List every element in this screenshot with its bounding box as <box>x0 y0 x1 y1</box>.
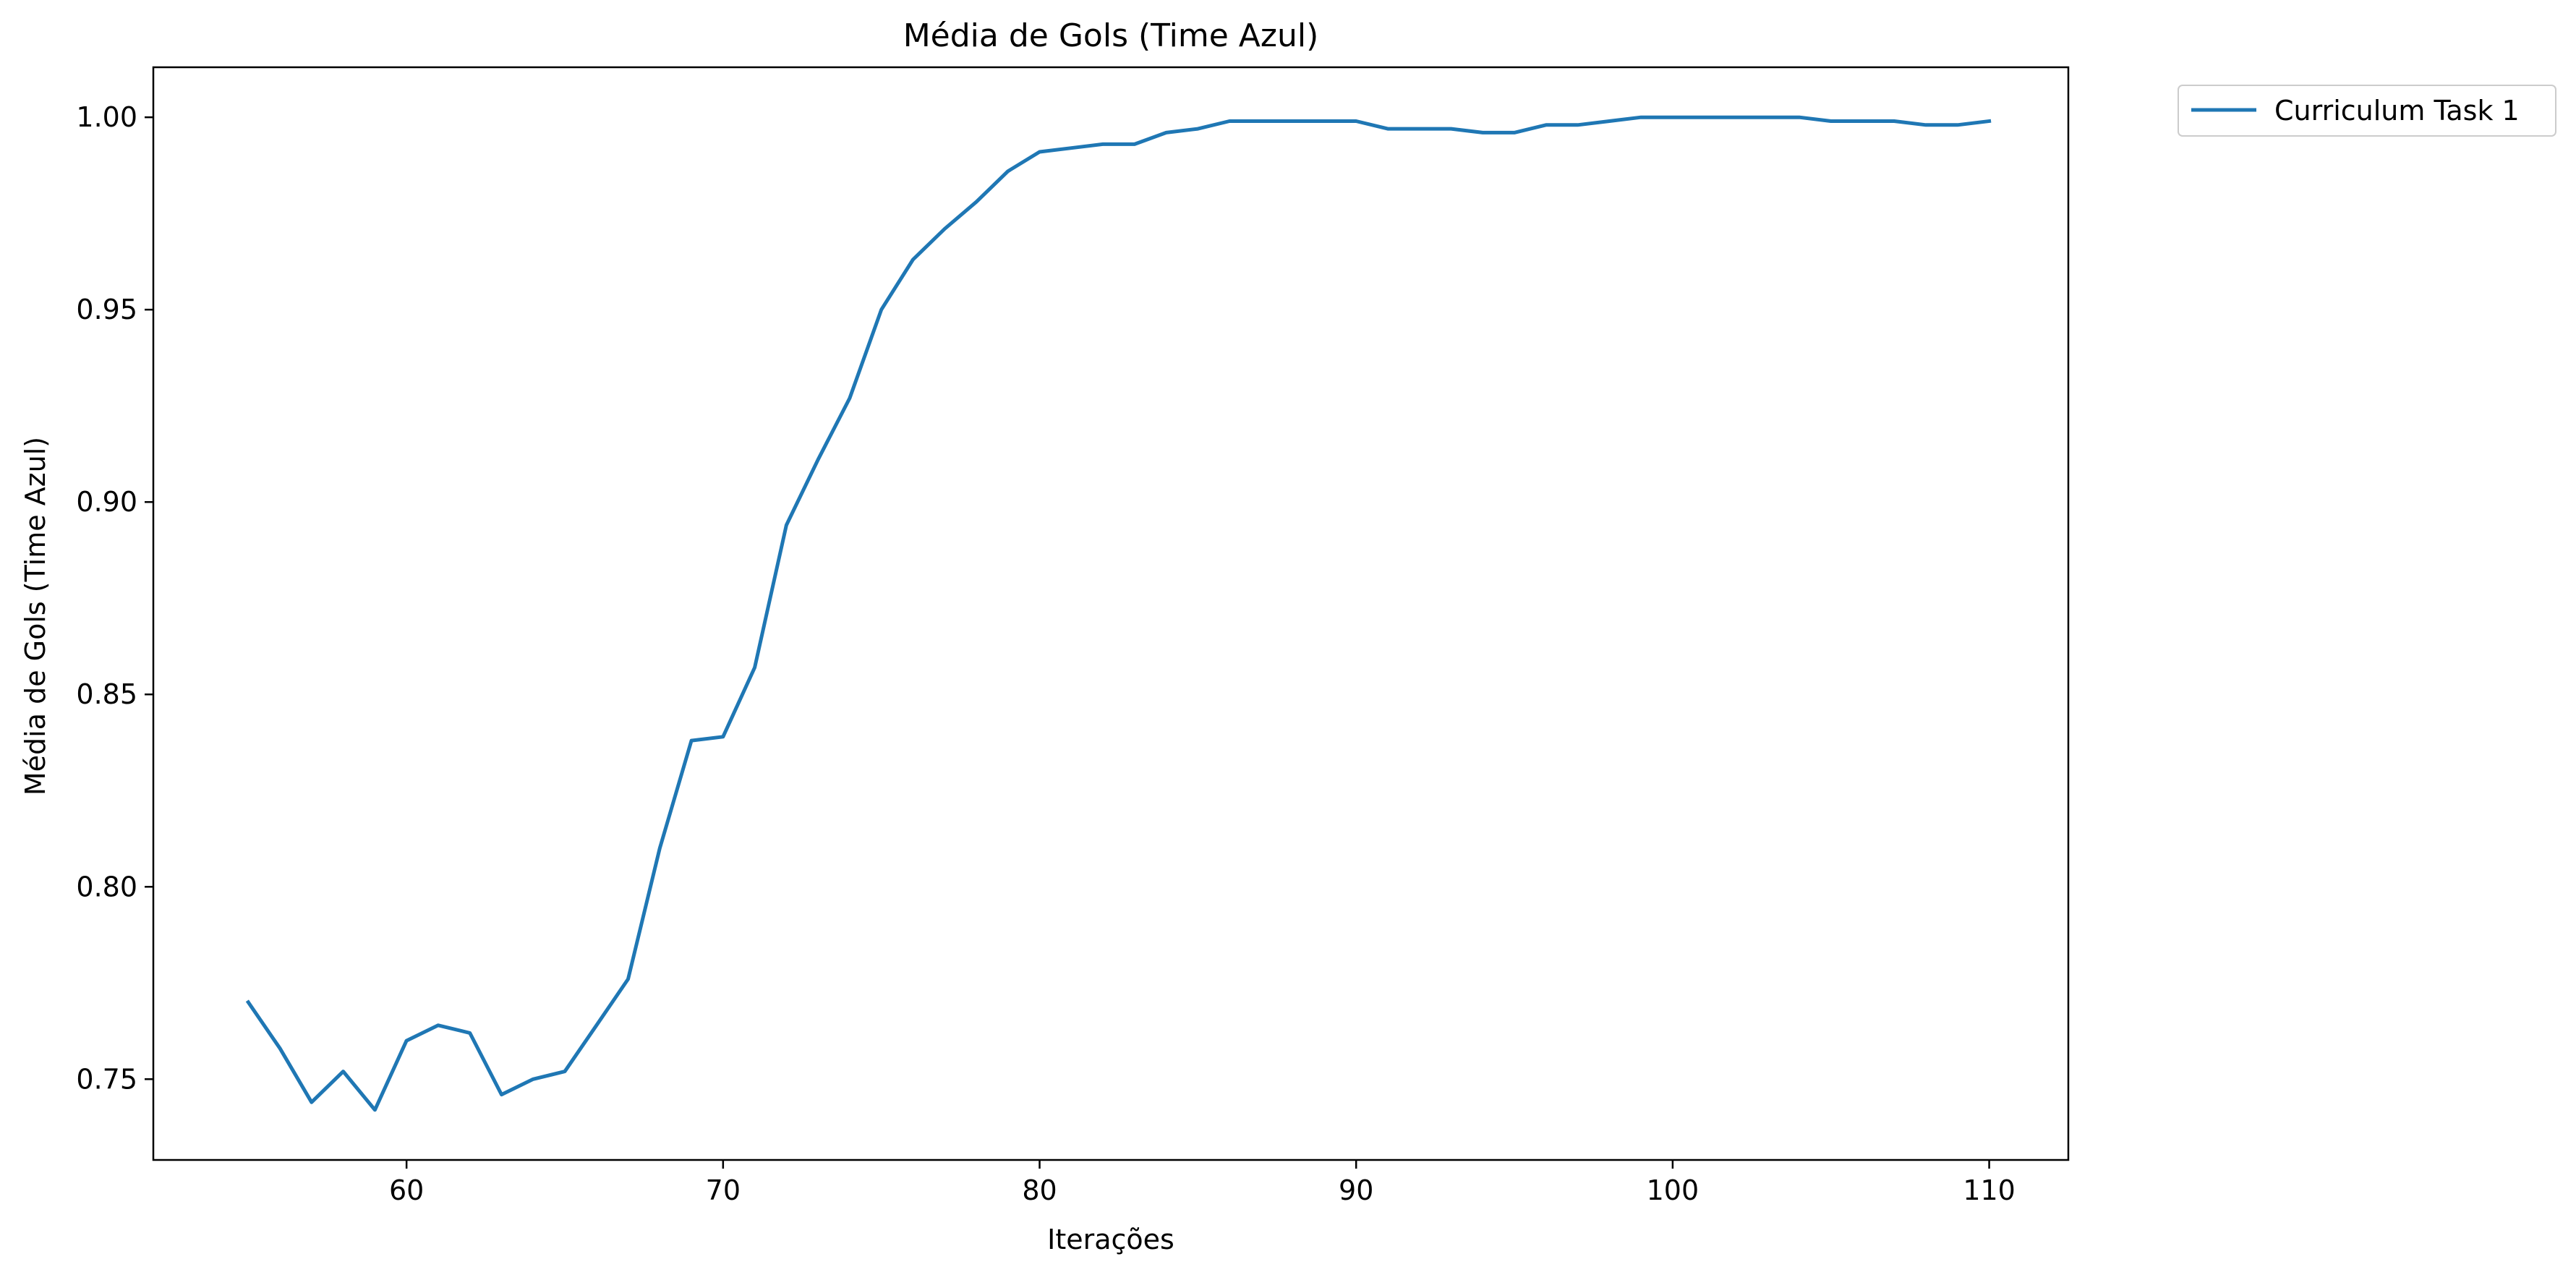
y-tick-label: 0.80 <box>76 871 137 903</box>
legend-label: Curriculum Task 1 <box>2274 95 2520 127</box>
plot-area <box>245 115 1992 1112</box>
y-tick-label: 0.95 <box>76 294 137 325</box>
x-tick-label: 110 <box>1963 1174 2016 1206</box>
chart-title: Média de Gols (Time Azul) <box>903 17 1319 54</box>
legend: Curriculum Task 1 <box>2178 85 2556 137</box>
x-tick-label: 100 <box>1647 1174 1699 1206</box>
y-tick-label: 0.90 <box>76 486 137 518</box>
x-tick-label: 80 <box>1022 1174 1057 1206</box>
legend-box <box>2178 85 2556 137</box>
x-tick-label: 90 <box>1339 1174 1373 1206</box>
x-axis-label: Iterações <box>1047 1224 1174 1255</box>
x-tick-label: 70 <box>706 1174 741 1206</box>
x-axis: 60 70 80 90 100 110 <box>389 1160 2016 1206</box>
plot-frame <box>152 66 2070 1161</box>
y-tick-label: 0.85 <box>76 678 137 710</box>
y-axis: 0.75 0.80 0.85 0.90 0.95 1.00 <box>76 101 153 1095</box>
series-line-0 <box>245 115 1992 1112</box>
y-axis-label: Média de Gols (Time Azul) <box>20 437 51 795</box>
x-tick-label: 60 <box>389 1174 424 1206</box>
y-tick-label: 1.00 <box>76 101 137 133</box>
y-tick-label: 0.75 <box>76 1063 137 1095</box>
